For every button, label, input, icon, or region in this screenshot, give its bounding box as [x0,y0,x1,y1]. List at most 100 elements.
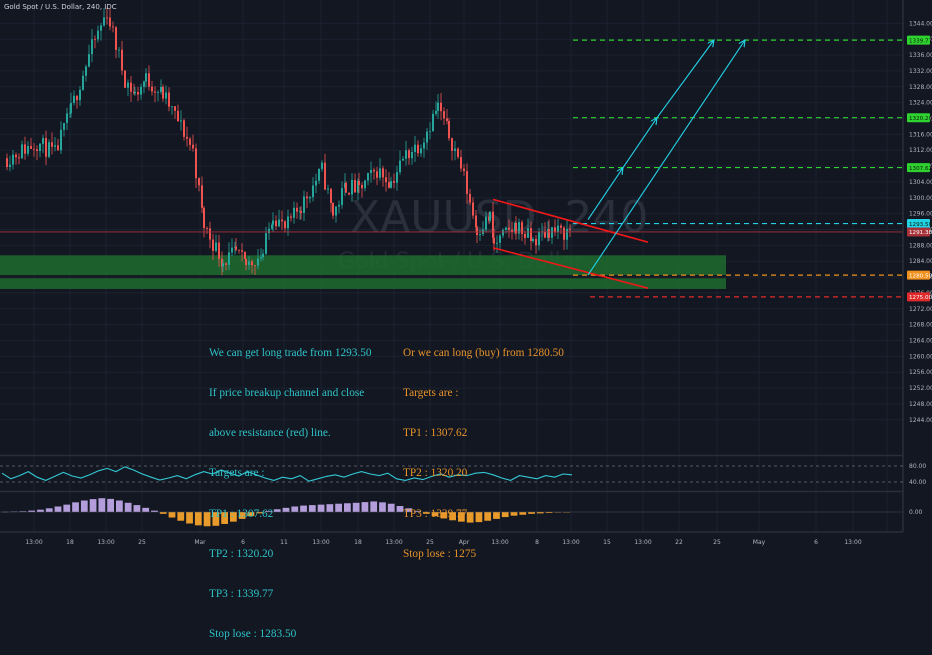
candle-body [225,263,227,265]
candle-body [97,30,99,40]
price-badge-stop [907,292,930,302]
candle-body [327,188,329,190]
symbol-title: Gold Spot / U.S. Dollar, 240, IDC [4,3,117,11]
candle-body [231,247,233,253]
price-tick-label: 1272.00 [909,306,932,313]
price-tick-label: 1316.00 [909,131,932,138]
candle-body [293,207,295,218]
time-tick-label: 13:00 [25,539,42,546]
projection-arrow [622,118,657,168]
candle-body [414,144,416,152]
macd-bar [221,512,228,524]
price-badge-tp3 [907,35,930,45]
candle-body [472,202,474,216]
time-tick-label: 6 [814,539,818,546]
macd-bar [238,512,246,519]
candle-body [54,145,56,147]
candle-body [287,216,289,229]
macd-bar [142,507,150,512]
time-tick-label: 22 [675,539,683,546]
macd-bar [493,512,500,519]
candle-body [12,154,14,165]
candle-body [284,221,286,229]
candle-body [476,227,478,236]
candle-body [134,91,136,94]
price-badge-label: 1275.00 [909,295,932,301]
macd-bar [422,512,430,514]
candle-body [351,180,353,195]
candle-body [290,216,292,218]
candle-body [515,222,517,234]
macd-tick-label: 0.00 [909,509,923,516]
macd-bar [291,506,299,512]
macd-bar [405,508,413,512]
candle-body [544,231,546,238]
candle-body [524,233,526,238]
candle-body [492,211,494,238]
candle-body [27,146,29,154]
candle-body [66,113,68,123]
grid-lines [0,0,903,532]
note-line: above resistance (red) line. [209,427,331,440]
candle-body [39,143,41,151]
macd-bar [282,507,290,512]
channel-upper-line [492,198,649,243]
projection-arrow [587,168,623,220]
time-tick-label: 13:00 [385,539,402,546]
time-tick-label: 25 [713,539,721,546]
candle-body [569,228,571,230]
time-tick-label: 15 [603,539,611,546]
candle-body [443,111,445,119]
candle-body [405,150,407,159]
macd-bar [89,499,97,512]
candle-body [257,258,259,266]
candle-body [469,193,471,203]
price-tick-label: 1288.00 [909,242,932,249]
macd-bar [528,512,535,514]
time-tick-label: 8 [535,539,539,546]
candle-body [212,239,214,251]
candle-body [466,171,468,194]
candle-body [160,86,162,92]
channel-lower-line [492,246,649,289]
candle-body [180,120,182,122]
trading-chart[interactable]: XAUUSD, 240Gold Spot / U.S. Dollar1344.0… [0,0,932,550]
alt-setup-note: Or we can long (buy) from 1280.50 Target… [403,320,564,575]
macd-bar [107,498,114,512]
macd-bar [168,512,176,518]
time-tick-label: 13:00 [97,539,114,546]
candle-body [281,219,283,222]
time-tick-label: Apr [459,539,470,546]
macd-bar [484,512,492,521]
candle-body [271,224,273,229]
candle-body [437,102,439,111]
macd-bar [466,512,474,523]
candle-body [370,169,372,174]
candle-body [332,202,334,216]
price-badge-label: 1339.77 [909,38,932,44]
candle-body [48,142,50,157]
macd-bar [63,504,71,512]
macd-bar [352,502,360,512]
candle-body [21,144,23,159]
candle-body [115,27,117,50]
candle-body [408,150,410,159]
macd-bar [133,505,141,512]
price-badge-label: 1280.50 [909,273,932,279]
macd-bar [300,505,307,512]
time-tick-label: 13:00 [562,539,579,546]
candle-body [201,185,203,208]
note-line: Stop lose : 1283.50 [209,628,297,641]
candle-body [420,148,422,154]
candle-body [296,207,298,212]
candle-body [215,242,217,251]
candle-body [206,227,208,229]
candle-body [18,157,20,159]
candle-body [388,182,390,188]
macd-bar [501,512,509,518]
candle-body [312,185,314,198]
price-tick-label: 1284.00 [909,258,932,265]
projection-arrow [587,40,745,276]
candle-body [511,229,513,232]
price-tick-label: 1304.00 [909,179,932,186]
